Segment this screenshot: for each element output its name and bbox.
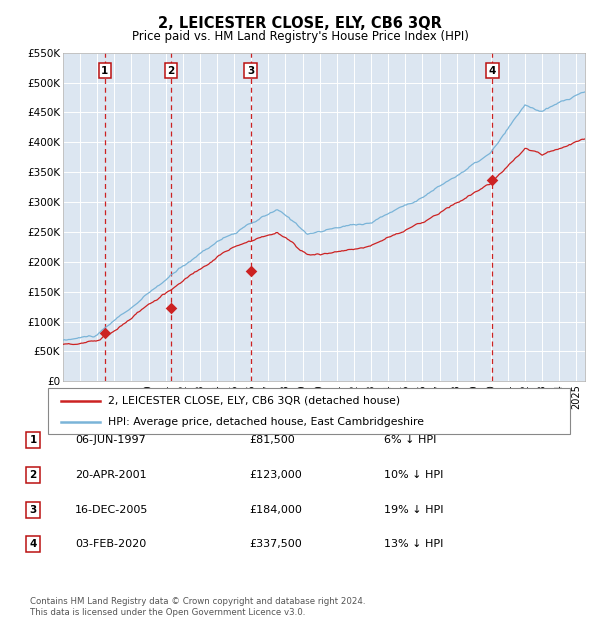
Point (166, 303, 176, 312)
Text: 1: 1 (29, 435, 37, 445)
Text: 2: 2 (167, 66, 175, 76)
Text: 1: 1 (101, 66, 109, 76)
Text: Price paid vs. HM Land Registry's House Price Index (HPI): Price paid vs. HM Land Registry's House … (131, 30, 469, 43)
Text: 20-APR-2001: 20-APR-2001 (75, 470, 146, 480)
Text: 06-JUN-1997: 06-JUN-1997 (75, 435, 146, 445)
Text: 19% ↓ HPI: 19% ↓ HPI (384, 505, 443, 515)
Text: HPI: Average price, detached house, East Cambridgeshire: HPI: Average price, detached house, East… (108, 417, 424, 427)
Text: 4: 4 (29, 539, 37, 549)
Text: 3: 3 (247, 66, 254, 76)
Point (100, 327, 110, 337)
Text: 16-DEC-2005: 16-DEC-2005 (75, 505, 148, 515)
Text: 03-FEB-2020: 03-FEB-2020 (75, 539, 146, 549)
Point (246, 267, 256, 277)
Point (488, 175, 497, 185)
Text: 4: 4 (489, 66, 496, 76)
Text: 2: 2 (29, 470, 37, 480)
Text: 3: 3 (29, 505, 37, 515)
Text: £123,000: £123,000 (249, 470, 302, 480)
Text: 13% ↓ HPI: 13% ↓ HPI (384, 539, 443, 549)
Text: Contains HM Land Registry data © Crown copyright and database right 2024.
This d: Contains HM Land Registry data © Crown c… (30, 598, 365, 617)
Text: £81,500: £81,500 (249, 435, 295, 445)
Text: £184,000: £184,000 (249, 505, 302, 515)
Text: 2, LEICESTER CLOSE, ELY, CB6 3QR: 2, LEICESTER CLOSE, ELY, CB6 3QR (158, 16, 442, 30)
Text: 6% ↓ HPI: 6% ↓ HPI (384, 435, 436, 445)
Text: £337,500: £337,500 (249, 539, 302, 549)
Text: 10% ↓ HPI: 10% ↓ HPI (384, 470, 443, 480)
Text: 2, LEICESTER CLOSE, ELY, CB6 3QR (detached house): 2, LEICESTER CLOSE, ELY, CB6 3QR (detach… (108, 396, 400, 405)
